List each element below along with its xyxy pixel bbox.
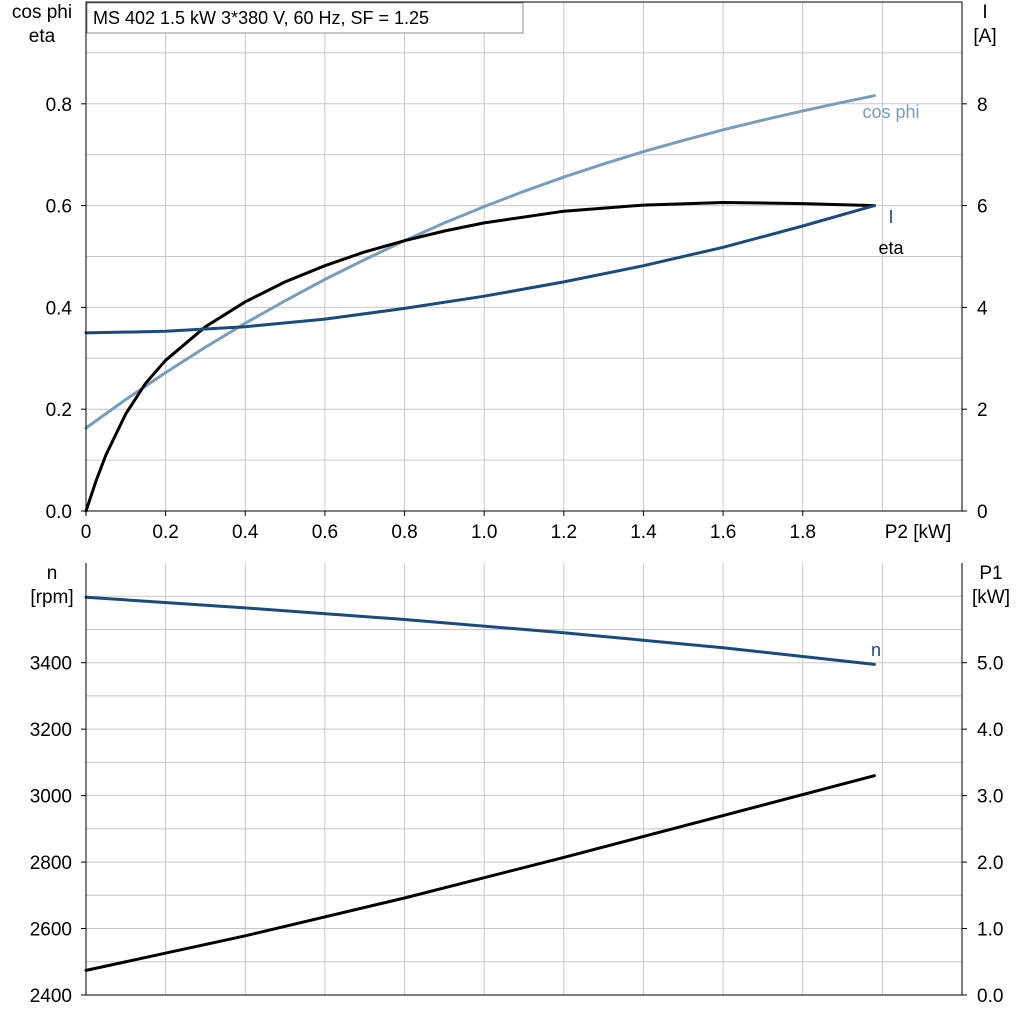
bottom-left-tick-label: 2800 <box>30 853 72 874</box>
top-x-tick-label: 1.2 <box>551 522 577 543</box>
bottom-panel: 2400 2600 2800 3000 3200 3400 0.0 1.0 2.0 3.0 4.0 5… <box>30 563 1010 1007</box>
top-right-tick-label: 8 <box>977 95 988 116</box>
top-right-tick-label: 0 <box>977 502 988 523</box>
top-ticks: 0 0.2 0.4 0.6 0.8 1.0 1.2 1.4 1.6 1.8 0.0 0.2 0.4 0.6… <box>46 95 988 543</box>
top-right-axis-title-line1: I <box>982 2 987 23</box>
bottom-left-tick-label: 3400 <box>30 654 72 675</box>
top-left-tick-label: 0.2 <box>46 400 72 421</box>
top-x-tick-label: 1.8 <box>790 522 816 543</box>
bottom-left-axis-title-line1: n <box>47 563 58 584</box>
bottom-right-axis-title-line1: P1 <box>979 563 1002 584</box>
top-right-axis-title-line2: [A] <box>973 26 996 47</box>
bottom-left-tick-label: 3000 <box>30 787 72 808</box>
eta-line <box>84 201 876 513</box>
bottom-right-tick-label: 3.0 <box>977 787 1003 808</box>
top-plot-frame <box>85 1 963 512</box>
top-left-axis-title-line2: eta <box>29 26 56 47</box>
top-right-tick-label: 2 <box>977 400 988 421</box>
current-line <box>84 204 876 335</box>
top-x-tick-label: 1.0 <box>471 522 497 543</box>
input-power-line <box>84 774 876 972</box>
top-left-tick-label: 0.4 <box>46 298 73 319</box>
bottom-left-tick-label: 2400 <box>30 986 72 1007</box>
cos-phi-line <box>84 94 876 430</box>
top-left-tick-label: 0.0 <box>46 502 72 523</box>
series-label-cos-phi: cos phi <box>862 102 919 122</box>
top-left-axis-title-line1: cos phi <box>12 2 72 23</box>
bottom-right-tick-label: 5.0 <box>977 654 1003 675</box>
top-right-tick-label: 6 <box>977 197 988 218</box>
bottom-grid <box>86 563 962 995</box>
series-label-speed: n <box>871 640 881 660</box>
top-right-tick-label: 4 <box>977 298 988 319</box>
top-x-tick-label: 0.4 <box>232 522 259 543</box>
series-label-current: I <box>888 207 893 227</box>
top-panel: 0 0.2 0.4 0.6 0.8 1.0 1.2 1.4 1.6 1.8 0.0 0.2 0.4 0.6… <box>12 1 997 543</box>
header-box <box>86 2 524 34</box>
top-x-tick-label: 1.4 <box>630 522 657 543</box>
bottom-right-tick-label: 2.0 <box>977 853 1003 874</box>
top-x-tick-label: 0.2 <box>152 522 178 543</box>
top-left-tick-label: 0.6 <box>46 197 72 218</box>
top-x-tick-label: 0.8 <box>391 522 417 543</box>
bottom-right-axis-title-line2: [kW] <box>972 587 1010 608</box>
bottom-left-tick-label: 2600 <box>30 920 72 941</box>
top-x-tick-label: 1.6 <box>710 522 736 543</box>
top-x-axis-title: P2 [kW] <box>885 522 952 543</box>
top-grid <box>86 1 962 511</box>
top-x-tick-label: 0 <box>81 522 92 543</box>
bottom-right-tick-label: 0.0 <box>977 986 1003 1007</box>
header-text: MS 402 1.5 kW 3*380 V, 60 Hz, SF = 1.25 <box>93 8 429 28</box>
bottom-left-axis-title-line2: [rpm] <box>30 587 73 608</box>
top-series <box>84 94 876 513</box>
bottom-right-tick-label: 1.0 <box>977 920 1003 941</box>
bottom-left-tick-label: 3200 <box>30 720 72 741</box>
top-x-tick-label: 0.6 <box>312 522 338 543</box>
series-label-eta: eta <box>878 238 904 258</box>
bottom-series <box>84 595 876 972</box>
bottom-ticks: 2400 2600 2800 3000 3200 3400 0.0 1.0 2.0 3.0 4.0 5… <box>30 654 1004 1007</box>
bottom-right-tick-label: 4.0 <box>977 720 1003 741</box>
speed-line <box>84 595 876 666</box>
top-left-tick-label: 0.8 <box>46 95 72 116</box>
